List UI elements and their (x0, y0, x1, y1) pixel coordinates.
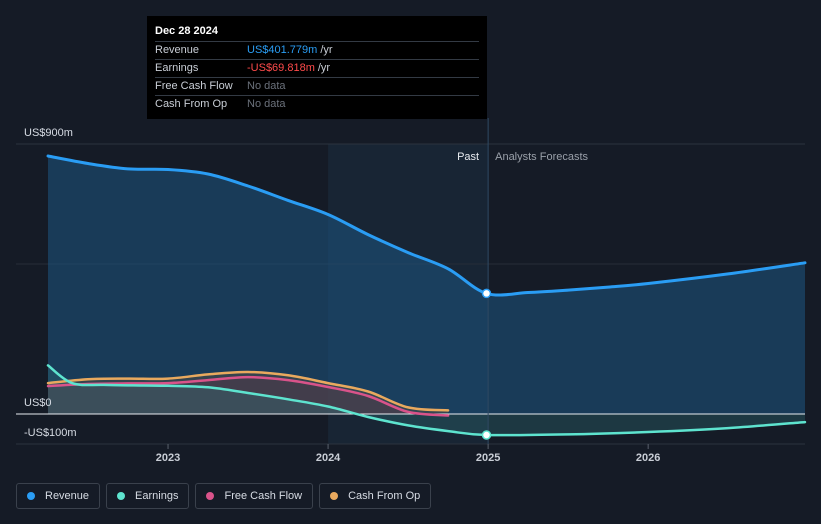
chart-legend: Revenue Earnings Free Cash Flow Cash Fro… (16, 483, 432, 509)
legend-label: Earnings (135, 490, 179, 502)
tooltip-date: Dec 28 2024 (155, 25, 218, 37)
revenue-point (481, 288, 492, 299)
legend-item-free-cash-flow[interactable]: Free Cash Flow (195, 483, 314, 509)
legend-item-cash-from-op[interactable]: Cash From Op (319, 483, 432, 509)
x-tick-label: 2026 (636, 452, 660, 464)
chart-tooltip: Dec 28 2024 Revenue US$401.779m /yr Earn… (147, 16, 487, 119)
legend-item-revenue[interactable]: Revenue (16, 483, 101, 509)
tooltip-row-fcf: Free Cash Flow No data (155, 77, 479, 95)
tooltip-unit: /yr (317, 62, 331, 74)
past-label: Past (457, 151, 479, 163)
legend-label: Revenue (45, 490, 90, 502)
tooltip-value: No data (247, 80, 286, 92)
revenue-area (48, 156, 805, 414)
legend-item-earnings[interactable]: Earnings (106, 483, 190, 509)
forecast-label: Analysts Forecasts (495, 151, 588, 163)
tooltip-row-cfo: Cash From Op No data (155, 95, 479, 113)
fcf-line (46, 375, 450, 417)
tooltip-row-revenue: Revenue US$401.779m /yr (155, 41, 479, 59)
y-axis-label: US$0 (24, 397, 52, 409)
legend-label: Free Cash Flow (224, 490, 303, 502)
revenue-line (46, 154, 807, 297)
tooltip-value: -US$69.818m (247, 62, 315, 74)
free-cash-flow-dot-icon (206, 492, 215, 500)
earnings-point (481, 430, 492, 440)
y-axis-label: US$900m (24, 127, 73, 139)
tooltip-row-earnings: Earnings -US$69.818m /yr (155, 59, 479, 77)
tooltip-label: Cash From Op (155, 98, 228, 110)
tooltip-label: Revenue (155, 44, 200, 56)
cfo-line (46, 370, 450, 412)
revenue-dot-icon (27, 492, 35, 500)
y-axis-label: -US$100m (24, 427, 77, 439)
tooltip-label: Free Cash Flow (155, 80, 233, 92)
legend-label: Cash From Op (348, 490, 421, 502)
earnings-area (48, 365, 805, 436)
tooltip-label: Earnings (155, 62, 199, 74)
tooltip-value: No data (247, 98, 286, 110)
tooltip-unit: /yr (320, 44, 333, 56)
x-tick-label: 2024 (316, 452, 341, 464)
cash-from-op-dot-icon (330, 492, 339, 500)
earnings-line (46, 364, 807, 437)
tooltip-value: US$401.779m (247, 44, 318, 56)
x-tick-label: 2025 (476, 452, 500, 464)
x-tick-label: 2023 (156, 452, 180, 464)
earnings-dot-icon (117, 492, 126, 500)
